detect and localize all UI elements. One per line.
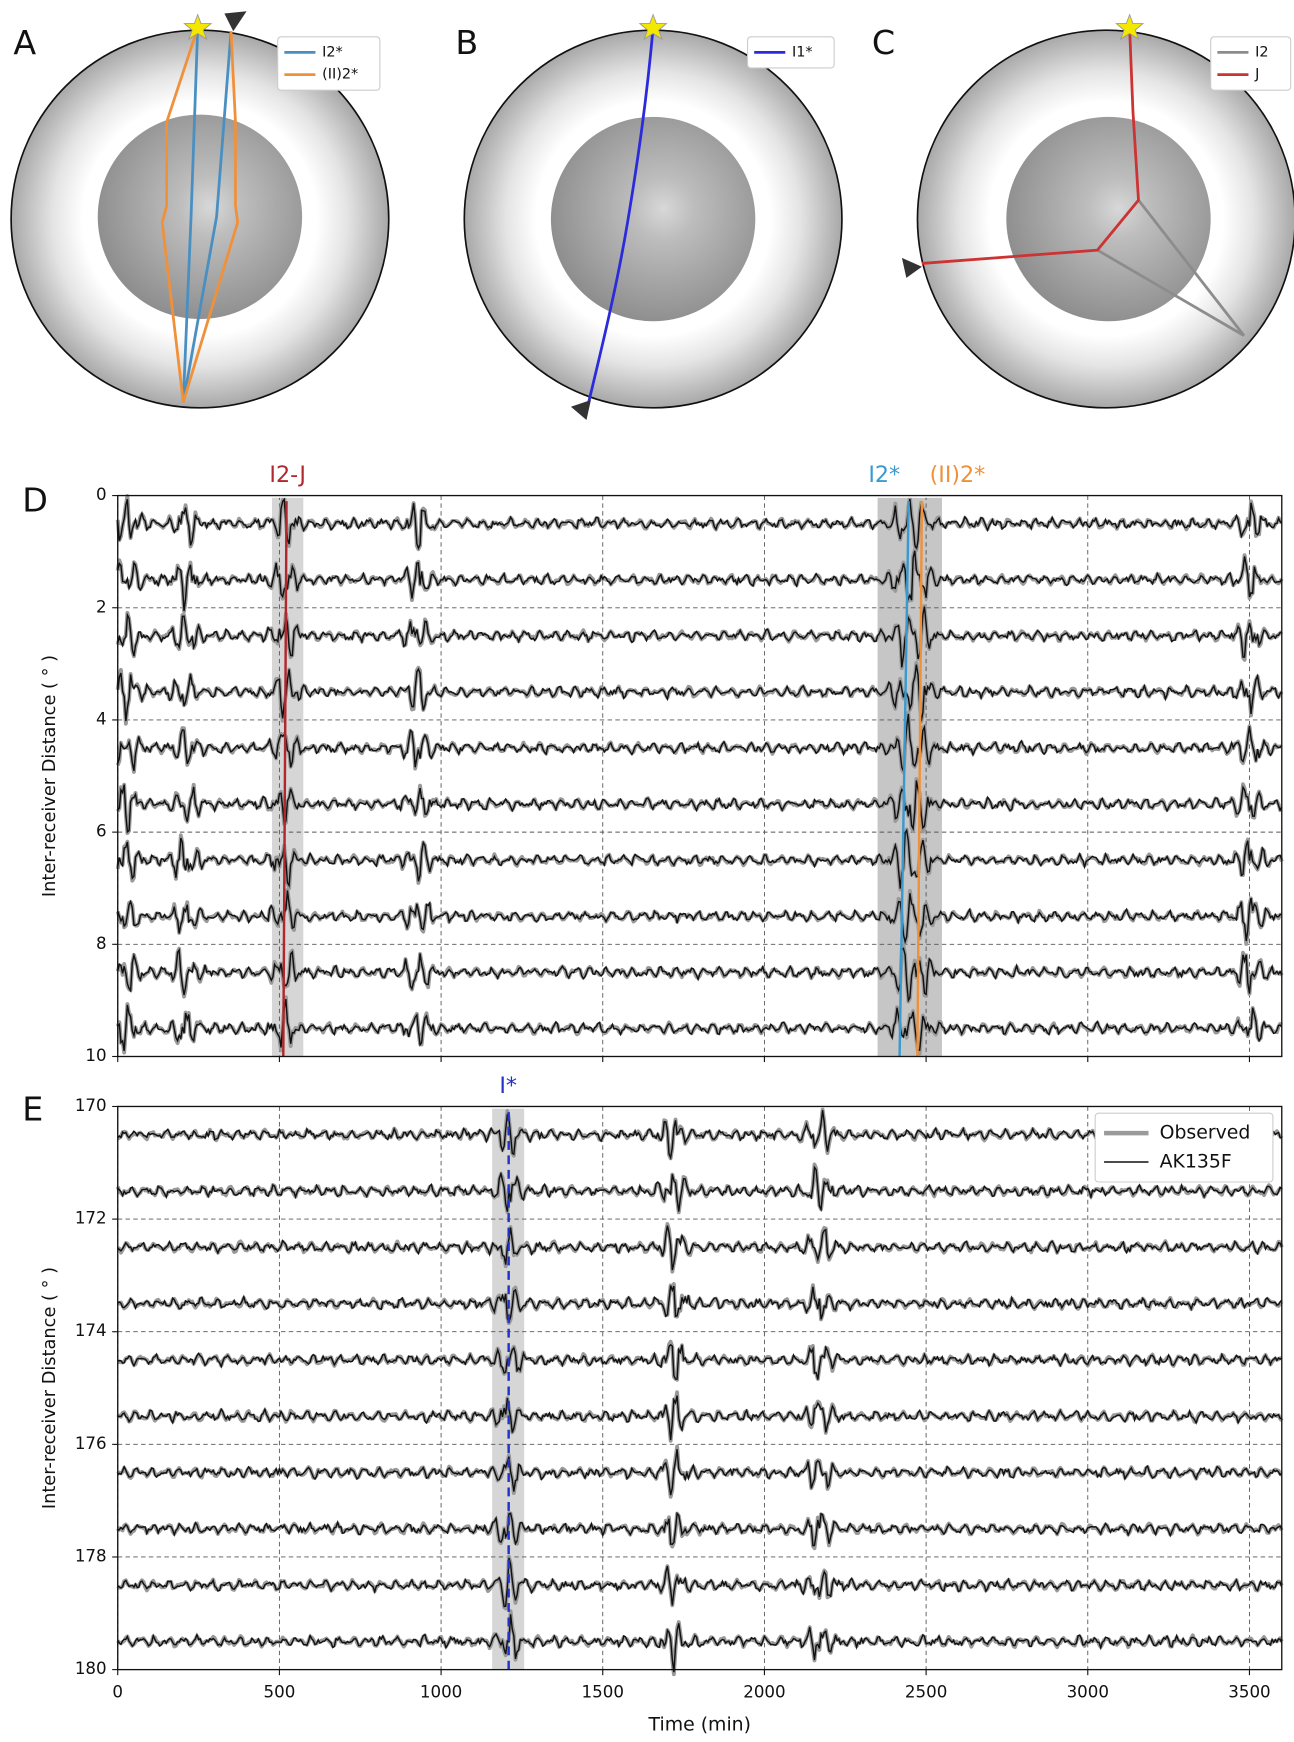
panel-label: B [455, 23, 478, 62]
legend-box [1094, 1112, 1274, 1183]
y-tick-label: 2 [96, 597, 107, 616]
legend-label: J [1254, 67, 1259, 83]
panel-label: D [22, 481, 48, 520]
phase-label-bg [844, 462, 925, 498]
y-tick-label: 4 [96, 709, 107, 728]
trace-synthetic [117, 780, 1283, 834]
y-tick-label: 180 [75, 1659, 107, 1678]
phase-line [916, 501, 924, 1057]
phase-line [282, 501, 288, 1057]
trace-synthetic [117, 947, 1283, 1003]
phase-label: I* [499, 1073, 517, 1099]
y-tick-label: 176 [75, 1434, 107, 1453]
trace-synthetic [117, 1225, 1283, 1271]
legend-label: I1* [792, 44, 813, 60]
phase-label: (II)2* [930, 462, 986, 488]
trace-synthetic [117, 1395, 1283, 1441]
trace-synthetic [117, 1449, 1283, 1496]
x-tick-label: 2500 [905, 1682, 947, 1701]
trace-synthetic [117, 828, 1283, 889]
phase-label: I2-J [269, 462, 305, 488]
x-tick-label: 2000 [743, 1682, 785, 1701]
x-axis-label: Time (min) [648, 1714, 752, 1736]
panel-c-diagram [901, 13, 1294, 409]
legend-box [1210, 36, 1292, 91]
x-tick-label: 0 [112, 1682, 123, 1701]
trace-synthetic [117, 606, 1282, 668]
x-tick-label: 1500 [582, 1682, 624, 1701]
panel-b-diagram [463, 13, 843, 421]
y-tick-label: 172 [75, 1209, 107, 1228]
panel-label: A [13, 23, 36, 62]
x-tick-label: 1000 [420, 1682, 462, 1701]
trace-synthetic [117, 1110, 1282, 1161]
x-tick-label: 500 [264, 1682, 296, 1701]
trace-synthetic [117, 713, 1283, 772]
phase-label-bg [247, 462, 328, 498]
trace-synthetic [117, 1557, 1283, 1608]
phase-label: I2* [868, 462, 900, 488]
trace-synthetic [117, 1285, 1283, 1324]
plot-frame [117, 494, 1283, 1058]
trace-synthetic [117, 1511, 1283, 1547]
trace-synthetic [117, 497, 1283, 551]
waveform-panel: D 0 2 4 6 8 10 I2-J I2* (II)2* Inter-receiver Dist… [22, 462, 1284, 1065]
y-tick-label: 178 [75, 1546, 107, 1565]
legend-label: AK135F [1160, 1151, 1232, 1173]
trace-synthetic [117, 1165, 1283, 1213]
panel-a-diagram [10, 11, 390, 409]
y-tick-label: 170 [75, 1096, 107, 1115]
legend-label: I2* [322, 44, 343, 60]
panel-label: E [22, 1089, 43, 1128]
x-tick-label: 3500 [1228, 1682, 1270, 1701]
trace-synthetic [117, 1614, 1283, 1673]
trace-synthetic [117, 664, 1283, 722]
trace-observed [116, 1554, 1284, 1611]
waveform-panel: E 0 500 1000 1500 2000 2500 3000 3500 170 172 174 17… [22, 1073, 1284, 1736]
trace-observed [116, 1511, 1284, 1551]
y-tick-label: 10 [85, 1046, 106, 1065]
phase-label-bg [917, 462, 998, 498]
legend-label: Observed [1160, 1122, 1251, 1144]
trace-synthetic [117, 998, 1283, 1051]
y-tick-label: 8 [96, 934, 107, 953]
y-tick-label: 6 [96, 822, 107, 841]
y-axis-label: Inter-receiver Distance ( ° ) [40, 655, 60, 897]
legend-label: (II)2* [322, 67, 358, 83]
trace-synthetic [117, 890, 1282, 945]
legend-label: I2 [1255, 44, 1268, 60]
plot-frame [117, 1105, 1283, 1671]
y-tick-label: 174 [75, 1321, 107, 1340]
trace-synthetic [117, 1343, 1283, 1380]
y-tick-label: 0 [96, 485, 107, 504]
trace-synthetic [117, 550, 1283, 612]
legend-box [746, 36, 835, 69]
phase-label-bg [468, 1073, 549, 1109]
x-tick-label: 3000 [1067, 1682, 1109, 1701]
y-axis-label: Inter-receiver Distance ( ° ) [40, 1267, 60, 1509]
phase-line [898, 501, 910, 1057]
legend-box [277, 36, 381, 91]
panel-label: C [872, 23, 895, 62]
